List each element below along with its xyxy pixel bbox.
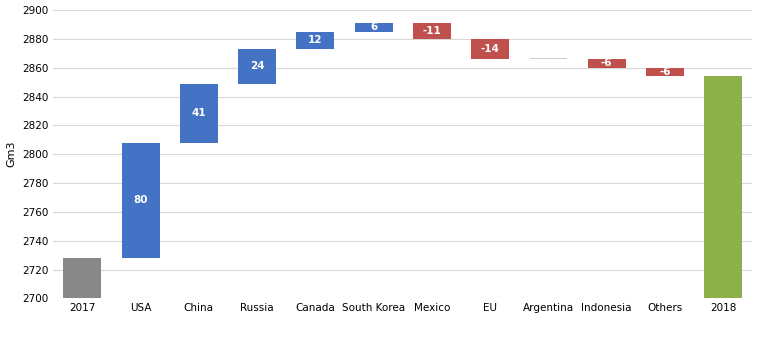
Bar <box>413 23 451 39</box>
Bar <box>122 143 160 258</box>
Text: 12: 12 <box>308 36 323 45</box>
Text: -6: -6 <box>601 59 613 68</box>
Text: -6: -6 <box>659 67 671 77</box>
Bar <box>180 84 218 143</box>
Text: 80: 80 <box>133 195 148 205</box>
Bar <box>355 23 393 32</box>
Bar <box>471 39 509 59</box>
Bar <box>63 258 101 339</box>
Text: 24: 24 <box>250 61 264 71</box>
Text: 6: 6 <box>370 22 377 33</box>
Y-axis label: Gm3: Gm3 <box>6 141 17 167</box>
Bar <box>587 59 625 68</box>
Bar <box>646 68 684 77</box>
Text: -14: -14 <box>481 44 499 54</box>
Bar <box>705 77 743 339</box>
Text: -11: -11 <box>423 26 442 36</box>
Text: 41: 41 <box>192 108 206 118</box>
Bar <box>296 32 334 49</box>
Bar <box>530 58 568 59</box>
Bar <box>238 49 276 84</box>
